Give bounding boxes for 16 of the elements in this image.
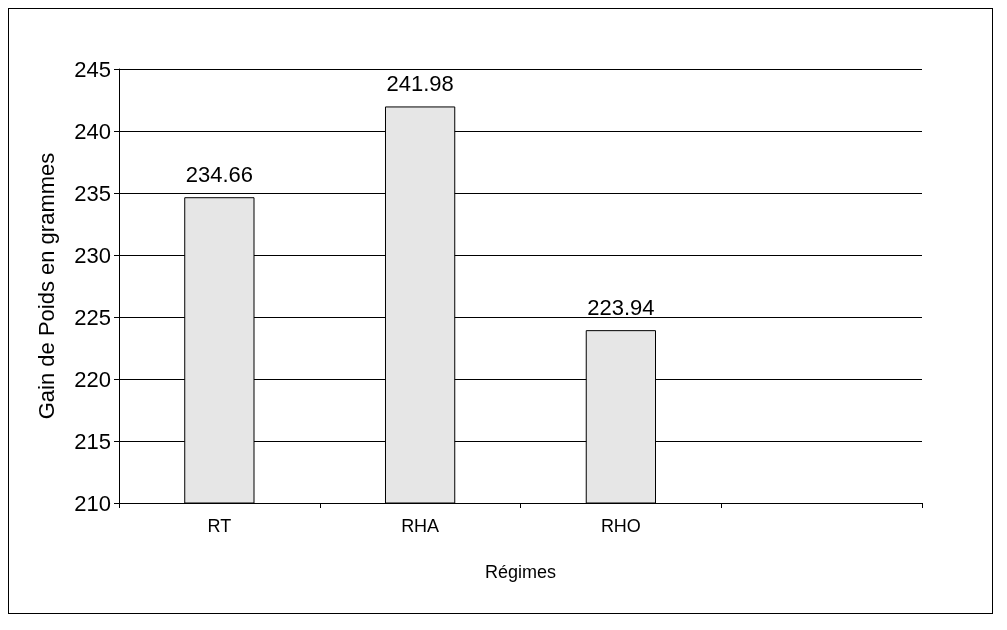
y-tick-label: 215	[74, 428, 111, 454]
y-tick-label: 240	[74, 118, 111, 144]
data-label: 241.98	[386, 70, 454, 96]
y-tick-label: 230	[74, 242, 111, 268]
y-axis-title: Gain de Poids en grammes	[33, 152, 59, 420]
x-axis-title: Régimes	[484, 562, 557, 582]
y-tick-label: 225	[74, 304, 111, 330]
y-tick-label: 245	[74, 56, 111, 82]
y-tick-label: 220	[74, 366, 111, 392]
x-tick-label: RHO	[600, 516, 641, 536]
y-tick-label: 235	[74, 180, 111, 206]
x-tick-label: RHA	[401, 516, 440, 536]
y-tick-label: 210	[74, 490, 111, 516]
data-label: 223.94	[587, 294, 655, 320]
data-label: 234.66	[185, 161, 254, 187]
x-tick-label: RT	[207, 516, 232, 536]
